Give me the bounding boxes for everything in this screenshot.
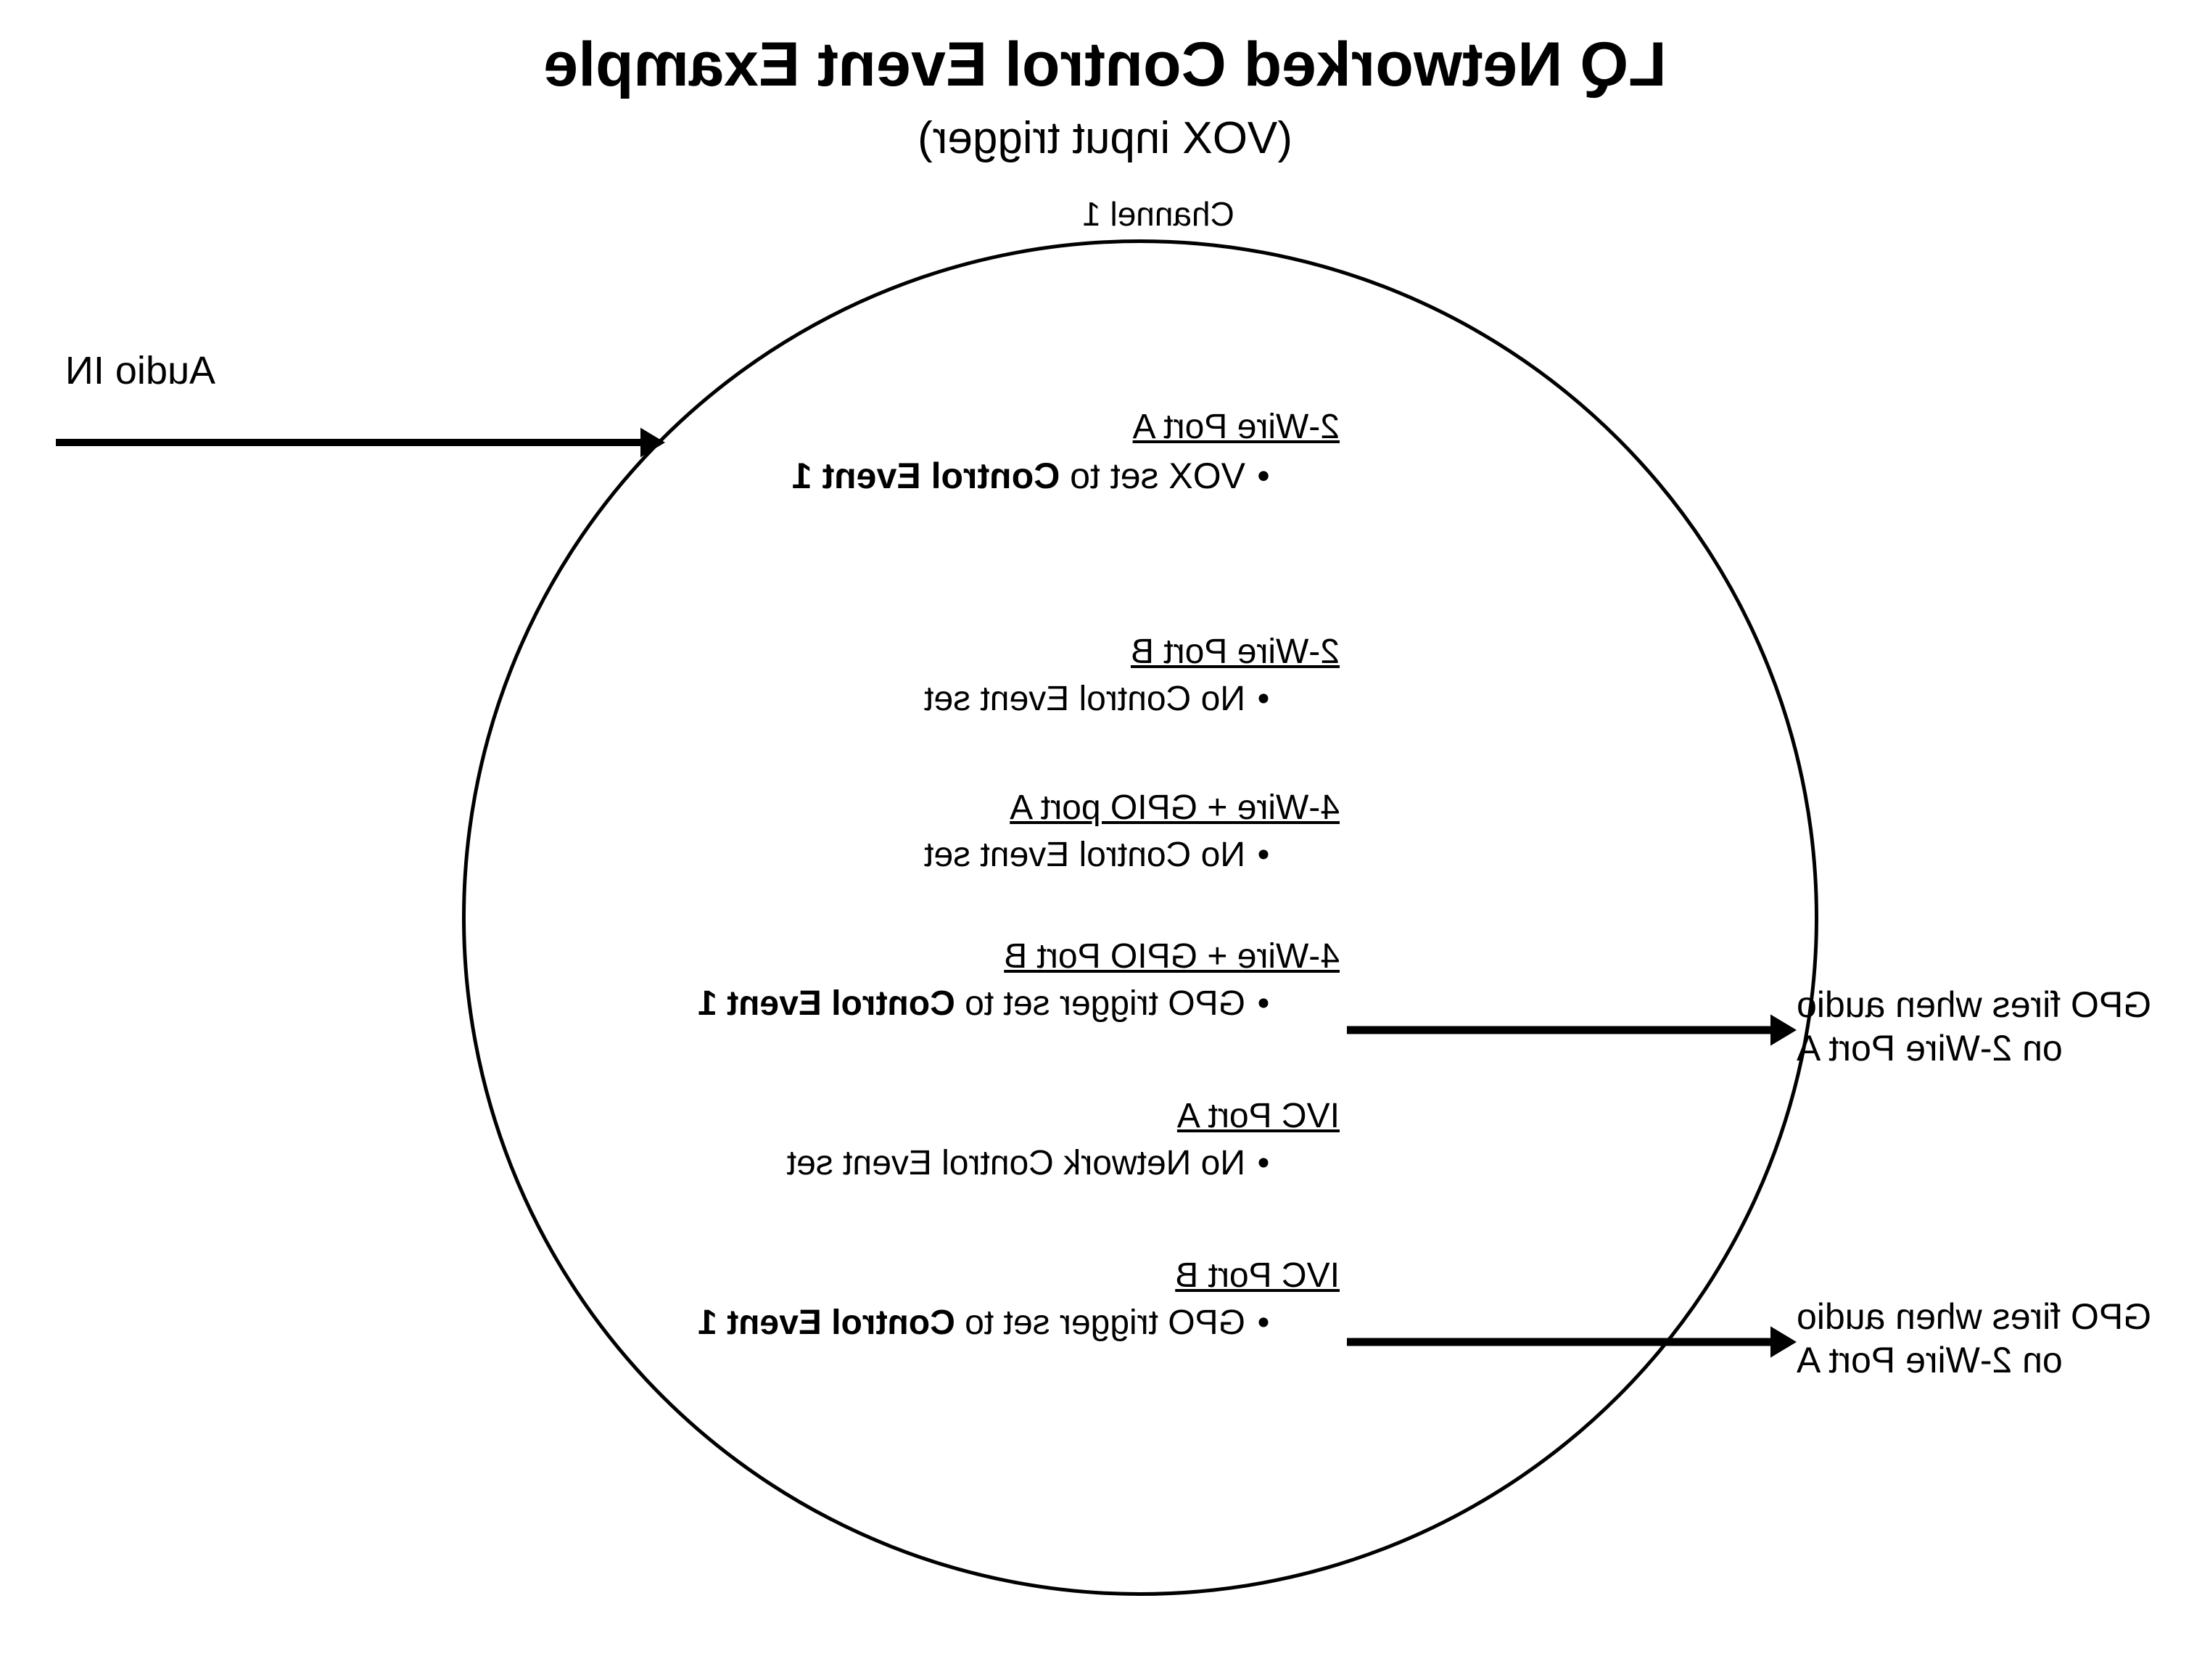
port-block: IVC Port B•GPO trigger set to Control Ev… <box>658 1255 1340 1345</box>
bullet-text-bold: Control Event 1 <box>792 456 1060 496</box>
bullet-dot-icon: • <box>1245 678 1282 721</box>
gpo-out-label-line: GPO fires when audio <box>1797 1295 2203 1338</box>
gpo-out-label: GPO fires when audioon 2-Wire Port A <box>1797 983 2203 1070</box>
bullet-text-prefix: GPO trigger set to <box>955 984 1245 1023</box>
diagram-title: LQ Networked Control Event Example <box>0 29 2210 101</box>
port-block: 2-Wire Port A •VOX set to Control Event 1 <box>658 406 1340 499</box>
port-title: IVC Port B <box>658 1255 1340 1297</box>
bullet-text-bold: Control Event 1 <box>698 984 955 1023</box>
bullet-text-bold: Control Event 1 <box>698 1304 955 1342</box>
bullet-text-prefix: No Control Event set <box>924 836 1245 874</box>
bullet-text-prefix: No Network Control Event set <box>787 1144 1245 1182</box>
port-block: IVC Port A •No Network Control Event set <box>658 1095 1340 1185</box>
bullet-dot-icon: • <box>1245 982 1282 1026</box>
port-block: 2-Wire Port B •No Control Event set <box>658 631 1340 721</box>
channel-label: Channel 1 <box>1013 194 1303 234</box>
bullet-dot-icon: • <box>1245 1142 1282 1185</box>
diagram-stage: LQ Networked Control Event Example (VOX i… <box>0 0 2210 1680</box>
port-bullet: •GPO trigger set to Control Event 1 <box>658 1301 1340 1345</box>
bullet-dot-icon: • <box>1245 833 1282 877</box>
gpo-out-label: GPO fires when audioon 2-Wire Port A <box>1797 1295 2203 1382</box>
gpo-out-label-line: on 2-Wire Port A <box>1797 1026 2203 1070</box>
bullet-text: No Control Event set <box>658 833 1245 877</box>
bullet-dot-icon: • <box>1245 453 1282 499</box>
bullet-dot-icon: • <box>1245 1301 1282 1345</box>
bullet-text-prefix: No Control Event set <box>924 680 1245 718</box>
port-bullet: •No Control Event set <box>658 833 1340 877</box>
bullet-text-prefix: VOX set to <box>1060 456 1245 496</box>
port-title: 2-Wire Port A <box>658 406 1340 448</box>
port-title: IVC Port A <box>658 1095 1340 1137</box>
port-title: 4-Wire + GPIO port A <box>658 787 1340 829</box>
bullet-text: GPO trigger set to Control Event 1 <box>658 982 1245 1026</box>
gpo-out-label-line: GPO fires when audio <box>1797 983 2203 1026</box>
gpo-out-arrow <box>1318 1313 1826 1371</box>
gpo-out-label-line: on 2-Wire Port A <box>1797 1338 2203 1382</box>
bullet-text: GPO trigger set to Control Event 1 <box>658 1301 1245 1345</box>
bullet-text-prefix: GPO trigger set to <box>955 1304 1245 1342</box>
port-block: 4-Wire + GPIO port A•No Control Event se… <box>658 787 1340 877</box>
bullet-text: No Network Control Event set <box>658 1142 1245 1185</box>
diagram-subtitle: (VOX input trigger) <box>0 112 2210 164</box>
port-block: 4-Wire + GPIO Port B•GPO trigger set to … <box>658 936 1340 1026</box>
bullet-text: VOX set to Control Event 1 <box>658 453 1245 499</box>
audio-in-label: Audio IN <box>65 348 215 393</box>
bullet-text: No Control Event set <box>658 678 1245 721</box>
port-bullet: •No Control Event set <box>658 678 1340 721</box>
port-title: 4-Wire + GPIO Port B <box>658 936 1340 978</box>
gpo-out-arrow <box>1318 1001 1826 1059</box>
port-bullet: •No Network Control Event set <box>658 1142 1340 1185</box>
port-title: 2-Wire Port B <box>658 631 1340 673</box>
port-bullet: •VOX set to Control Event 1 <box>658 453 1340 499</box>
port-bullet: •GPO trigger set to Control Event 1 <box>658 982 1340 1026</box>
audio-in-arrow <box>28 415 693 470</box>
